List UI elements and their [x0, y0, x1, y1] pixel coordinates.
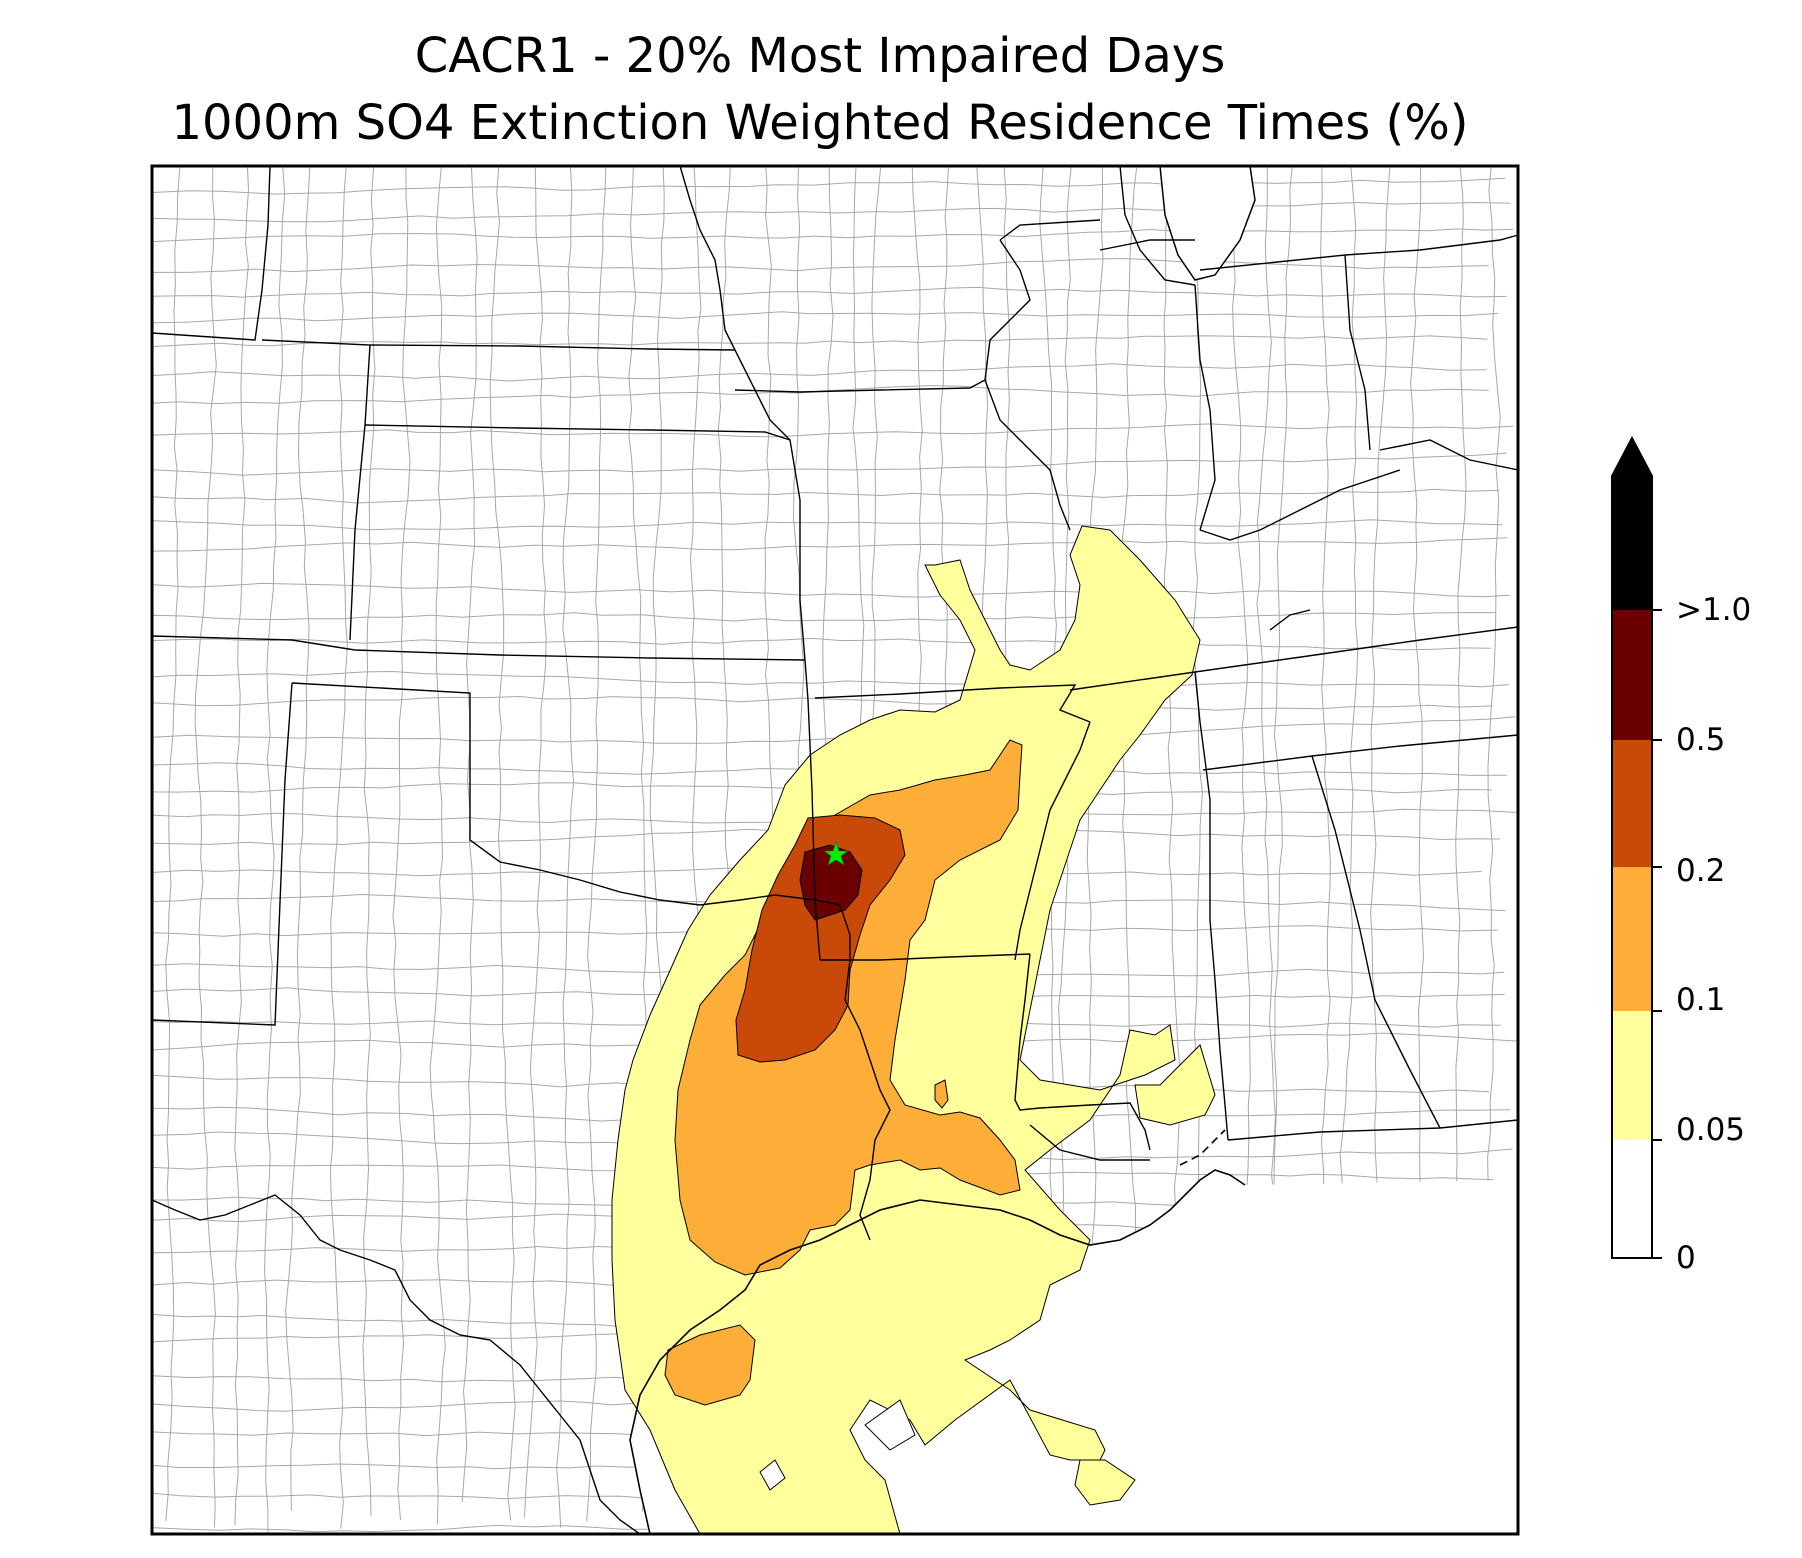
- chart-subtitle: 1000m SO4 Extinction Weighted Residence …: [171, 95, 1469, 151]
- contour-region-0.1-gulf: [664, 1324, 756, 1406]
- colorbar-tick-label: 0.2: [1676, 853, 1726, 889]
- county-line: [152, 695, 1493, 711]
- county-line: [152, 286, 1507, 298]
- colorbar: [1611, 435, 1662, 1259]
- colorbar-bin-0.05-0.1: [1612, 1011, 1652, 1140]
- colorbar-bin-0-0.05: [1612, 1140, 1652, 1258]
- county-line: [556, 166, 575, 1528]
- county-line: [165, 166, 181, 1522]
- county-line: [152, 537, 1508, 553]
- site-star-icon: [823, 841, 849, 866]
- county-line: [152, 452, 1507, 476]
- contour-0.05-0.1: [611, 525, 1216, 1534]
- colorbar-extend-arrow: [1612, 438, 1652, 476]
- county-line: [152, 612, 1496, 622]
- county-line: [152, 335, 1488, 349]
- county-line: [362, 166, 376, 1517]
- county-line: [152, 582, 1510, 598]
- county-line: [152, 519, 1503, 531]
- county-line: [194, 166, 217, 1528]
- colorbar-outline: [1611, 435, 1653, 1259]
- contour-region-0.2: [735, 814, 906, 1063]
- county-line: [152, 716, 1516, 744]
- county-line: [152, 177, 1506, 195]
- contour-region-0.05: [611, 525, 1201, 1534]
- gulf-coastline: [629, 1169, 1246, 1534]
- county-line: [489, 166, 516, 1521]
- lake-michigan: [1159, 166, 1256, 281]
- county-line: [152, 228, 1514, 244]
- contour-hole-1: [864, 1399, 916, 1451]
- county-line: [152, 670, 1509, 688]
- county-line: [152, 488, 1499, 504]
- county-line: [329, 166, 348, 1529]
- colorbar-bin-over-1.0: [1612, 476, 1652, 610]
- map-area: [152, 166, 1518, 1534]
- colorbar-tick-label: 0: [1676, 1240, 1696, 1276]
- rio-grande: [152, 1194, 641, 1534]
- colorbar-tick-label: 0.1: [1676, 982, 1726, 1018]
- contour-hole-2: [759, 1459, 786, 1491]
- contour-region-0.1-small: [934, 1079, 949, 1109]
- colorbar-tick-label: >1.0: [1676, 592, 1752, 628]
- contour-0.2-0.5: [735, 814, 906, 1063]
- county-line: [152, 385, 1489, 406]
- map-frame: [150, 164, 1520, 1536]
- colorbar-tick-label: 0.5: [1676, 722, 1726, 758]
- county-line: [152, 363, 1487, 382]
- colorbar-bin-0.2-0.5: [1612, 740, 1652, 867]
- gulf-coast-tail: [1179, 1129, 1226, 1166]
- colorbar-tick-label: 0.05: [1676, 1112, 1746, 1148]
- county-line: [234, 166, 250, 1526]
- chart-title: CACR1 - 20% Most Impaired Days: [414, 28, 1226, 84]
- county-line: [152, 201, 1511, 223]
- contour-region-0.05-east: [1134, 1044, 1216, 1126]
- county-line: [152, 637, 1491, 651]
- county-line: [152, 311, 1499, 324]
- county-line: [586, 166, 607, 1522]
- contour-region-0.05-island: [1074, 1459, 1136, 1506]
- state-boundaries: [152, 166, 1518, 1241]
- county-line: [524, 166, 547, 1518]
- colorbar-bin-0.1-0.2: [1612, 867, 1652, 1011]
- colorbar-bin-0.5-1.0: [1612, 610, 1652, 740]
- county-line: [429, 166, 446, 1525]
- colorbar-ticks: [1652, 609, 1662, 1259]
